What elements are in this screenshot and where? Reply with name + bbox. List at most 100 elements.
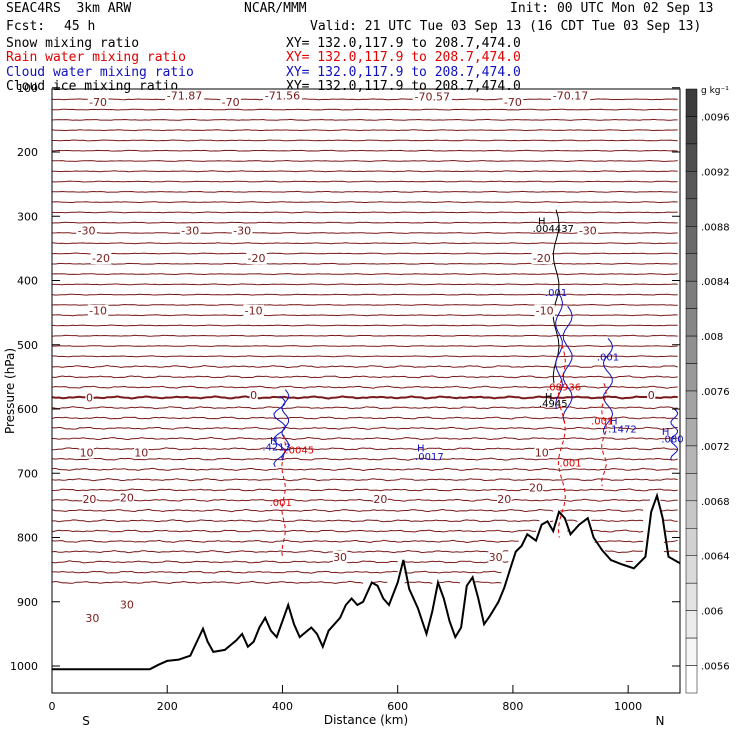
x-tick-label: 600 (387, 700, 408, 713)
colorbar-cell (685, 610, 698, 639)
isotherm-label-bg (577, 224, 599, 237)
fcst-value: 45 h (64, 19, 96, 34)
isotherm-label-bg (164, 89, 205, 102)
x-end-label-south: S (82, 714, 90, 728)
valid-time: Valid: 21 UTC Tue 03 Sep 13 (16 CDT Tue … (310, 19, 702, 34)
isotherm-line (52, 139, 678, 142)
colorbar-cell (685, 226, 698, 254)
colorbar-cell (685, 116, 698, 145)
isotherm-line (51, 118, 678, 121)
isotherm-label: 0 (86, 391, 93, 404)
field-name-rain: Rain water mixing ratio (6, 50, 187, 65)
isotherm-label-bg (373, 492, 388, 505)
isotherm-line (51, 344, 678, 348)
field-xy-rain: XY= 132.0,117.9 to 208.7,474.0 (286, 50, 521, 65)
isotherm-label-bg (412, 90, 452, 103)
isotherm-label: 10 (535, 447, 549, 460)
center-name: NCAR/MMM (244, 1, 307, 16)
contour-extremum-label: .4945 (539, 399, 568, 410)
isotherm-label-bg (87, 95, 109, 108)
isotherm-label: -70 (89, 96, 107, 109)
colorbar-label: .0064 (701, 552, 730, 563)
x-end-label-north: N (656, 714, 665, 728)
y-tick-label: 400 (17, 275, 38, 288)
rain-water-contour (601, 383, 607, 487)
colorbar-cell (685, 637, 698, 666)
isotherm-label: -71.87 (167, 89, 202, 102)
isotherm-line (51, 539, 678, 544)
terrain-profile (52, 492, 681, 671)
isotherm-label: 30 (85, 612, 99, 625)
init-time: Init: 00 UTC Mon 02 Sep 13 (510, 1, 714, 16)
isotherm-label: -20 (248, 252, 266, 265)
y-axis-label: Pressure (hPa) (3, 348, 17, 434)
isotherm-line (51, 447, 678, 451)
isotherm-line (51, 406, 678, 410)
contour-extremum-label: H (270, 436, 278, 447)
colorbar-cell (685, 280, 698, 309)
isotherm-label-bg (231, 224, 253, 237)
contour-extremum-label: H (417, 444, 425, 455)
colorbar-cell (685, 473, 698, 502)
field-xy-snow: XY= 132.0,117.9 to 208.7,474.0 (286, 36, 521, 51)
isotherm-label: 20 (497, 493, 511, 506)
hydrometeor-contours (273, 209, 679, 557)
y-tick-label: 100 (17, 82, 38, 95)
contour-extremum-label: .4213 (262, 442, 291, 453)
contour-extremum-label: .1472 (608, 424, 637, 435)
colorbar-cell (685, 143, 698, 172)
isotherm-line (51, 580, 502, 585)
colorbar-label: .0092 (701, 167, 730, 178)
isotherm-label: 0 (648, 389, 655, 402)
isotherm-label-bg (502, 95, 524, 108)
colorbar-label: .008 (701, 332, 723, 343)
contour-extremum-label: .001 (591, 417, 613, 428)
isotherm-line (51, 149, 678, 152)
contour-extremum-label: .080 (661, 435, 683, 446)
x-tick-label: 800 (502, 700, 523, 713)
isotherm-label: -10 (89, 305, 107, 318)
isotherm-label-bg (134, 446, 149, 459)
cloud-water-contour (602, 337, 614, 435)
isotherm-line (52, 190, 678, 193)
y-tick-label: 1000 (10, 660, 38, 673)
isotherm-label-bg (90, 252, 112, 265)
isotherm-line (51, 498, 678, 502)
colorbar-label: .0096 (701, 112, 730, 123)
isotherm-line (51, 549, 678, 554)
y-tick-label: 200 (17, 146, 38, 159)
isotherm-label-bg (249, 388, 258, 401)
isotherm-label-bg (82, 492, 97, 505)
contour-labels: -71.87 -71.56 -70.57 -70.17 -70 -70 -70 -30 -30 -… (76, 89, 684, 625)
isotherm-line (51, 355, 678, 358)
isotherm-label: 20 (529, 481, 543, 494)
isotherm-line (51, 314, 678, 317)
isotherm-label-bg (179, 224, 201, 237)
isotherm-label: 20 (82, 493, 96, 506)
isotherm-line (51, 426, 678, 430)
rain-water-contour (557, 344, 566, 538)
x-axis-label: Distance (km) (324, 713, 408, 727)
contour-extremum-label: .001 (597, 352, 619, 363)
isotherm-line (51, 221, 678, 224)
isotherm-line (51, 252, 678, 255)
terrain-line (52, 492, 681, 671)
isotherm-line (51, 457, 678, 461)
contour-extremum-label: .0017 (415, 452, 444, 463)
isotherm-label: -70 (504, 96, 522, 109)
colorbar-label: .0088 (701, 222, 730, 233)
isotherm-label: -30 (181, 224, 199, 237)
contour-extremum-label: .0045 (285, 445, 314, 456)
y-tick-label: 300 (17, 210, 38, 223)
isotherm-line (51, 231, 678, 234)
isotherm-label: -30 (78, 224, 96, 237)
colorbar-cell (685, 335, 698, 364)
contour-extremum-label: .001 (545, 288, 567, 299)
isotherm-label-bg (528, 481, 544, 494)
colorbar-label: .0068 (701, 497, 730, 508)
isotherm-label: -20 (92, 252, 110, 265)
colorbar-cell (685, 528, 698, 556)
colorbar-cell (685, 445, 698, 474)
cloud-water-contour (562, 305, 573, 422)
fcst-label: Fcst: (6, 19, 46, 34)
